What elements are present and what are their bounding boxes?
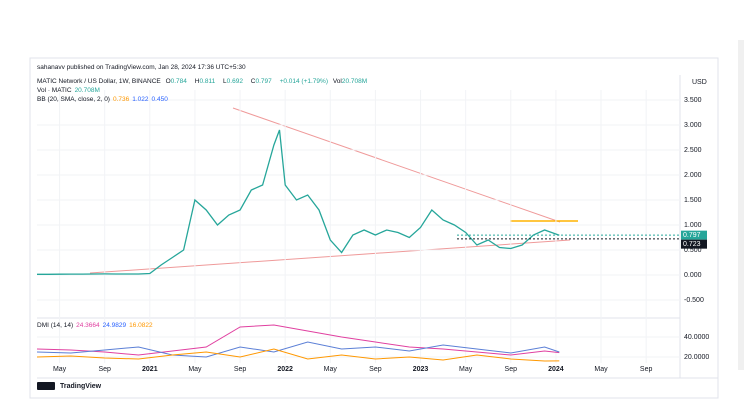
dmi-label: DMI (14, 14) [37, 322, 74, 329]
y-tick-label: 1.500 [684, 197, 702, 204]
y-tick-label: 0.000 [684, 272, 702, 279]
ohlc-value: 0.797 [255, 78, 272, 85]
y-tick-label: 0.500 [684, 247, 702, 254]
y-tick-label: 3.500 [684, 97, 702, 104]
author-line: sahanavv published on TradingView.com, J… [37, 64, 246, 71]
y-tick-label: 20.0000 [684, 354, 709, 361]
bb-value: 1.022 [132, 96, 149, 103]
logo-icon [37, 382, 55, 390]
ohlc-value: 0.692 [226, 78, 243, 85]
symbol: MATIC Network / US Dollar, 1W, BINANCE [37, 78, 161, 85]
symbol-legend: MATIC Network / US Dollar, 1W, BINANCE O… [37, 78, 373, 85]
y-tick-label: 2.000 [684, 172, 702, 179]
x-tick-label: May [188, 366, 202, 373]
dmi-value: 24.9829 [102, 322, 127, 329]
ohlc-label: L [223, 78, 227, 85]
volume-label: Vol [332, 78, 342, 85]
bb-label: BB (20, SMA, close, 2, 0) [37, 96, 110, 103]
x-tick-label: Sep [640, 366, 653, 373]
y-tick-label: 3.000 [684, 122, 702, 129]
ohlc-label: H [194, 78, 200, 85]
ohlc-value: 0.811 [199, 78, 216, 85]
bb-value: 0.450 [151, 96, 168, 103]
dmi-value: 24.3664 [76, 322, 100, 329]
bb-value: 0.736 [112, 96, 130, 103]
series-line [37, 129, 560, 275]
bb-legend: BB (20, SMA, close, 2, 0) 0.736 1.022 0.450 [37, 96, 171, 103]
vol-legend: Vol · MATIC 20.708M [37, 87, 103, 94]
x-tick-label: Sep [98, 366, 111, 373]
ohlc-label: C [250, 78, 256, 85]
axis-unit: USD [692, 79, 707, 86]
volume-value: 20.708M [341, 78, 368, 85]
x-tick-label: May [324, 366, 338, 373]
x-tick-label: 2021 [142, 366, 158, 373]
series-line [36, 348, 560, 362]
price-label-box [681, 239, 707, 249]
x-tick-label: Sep [234, 366, 247, 373]
x-tick-label: May [594, 366, 608, 373]
x-tick-label: May [53, 366, 67, 373]
x-tick-label: 2022 [277, 366, 293, 373]
dmi-value: 16.0822 [129, 322, 153, 329]
series-line [36, 324, 560, 356]
x-tick-label: 2023 [413, 366, 429, 373]
vol-label: Vol · MATIC [37, 87, 72, 94]
scrollbar [738, 40, 744, 370]
trendline-upper [232, 107, 561, 223]
dmi-legend: DMI (14, 14) 24.3664 24.9829 16.0822 [37, 322, 156, 329]
price-label: 0.797 [683, 232, 701, 239]
y-tick-label: -0.500 [684, 297, 704, 304]
x-tick-label: May [459, 366, 473, 373]
y-tick-label: 1.000 [684, 222, 702, 229]
series-line [36, 341, 560, 358]
x-tick-label: Sep [369, 366, 382, 373]
price-label: 0.723 [683, 241, 701, 248]
x-tick-label: 2024 [548, 366, 564, 373]
change: +0.014 (+1.79%) [279, 78, 328, 85]
vol-value: 20.708M [74, 87, 100, 94]
price-label-box [681, 230, 707, 240]
y-tick-label: 2.500 [684, 147, 702, 154]
x-tick-label: Sep [505, 366, 518, 373]
ohlc-value: 0.784 [170, 78, 187, 85]
y-tick-label: 40.0000 [684, 334, 709, 341]
footer-logo: TradingView [60, 383, 102, 390]
ohlc-label: O [165, 78, 171, 85]
